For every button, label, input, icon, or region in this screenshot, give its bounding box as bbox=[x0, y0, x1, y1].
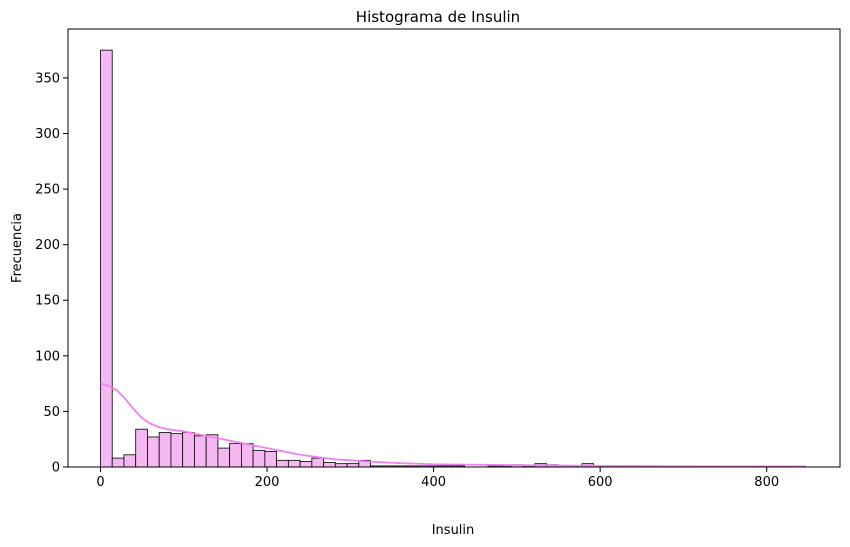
y-tick-label: 0 bbox=[52, 461, 60, 476]
histogram-bar bbox=[276, 459, 289, 468]
histogram-bar bbox=[323, 462, 336, 468]
y-tick-label: 200 bbox=[35, 238, 60, 253]
y-tick-label: 50 bbox=[43, 405, 60, 420]
histogram-bar bbox=[170, 433, 184, 468]
histogram-bar bbox=[264, 451, 278, 468]
histogram-bar bbox=[158, 432, 172, 468]
chart-title: Histograma de Insulin bbox=[356, 8, 520, 26]
x-tick-label: 200 bbox=[255, 475, 280, 490]
histogram-bar bbox=[311, 457, 324, 468]
histogram-bar bbox=[217, 447, 231, 468]
histogram-bar bbox=[111, 457, 125, 468]
y-tick-label: 150 bbox=[35, 294, 60, 309]
x-tick-label: 600 bbox=[588, 475, 613, 490]
y-axis-title: Frecuencia bbox=[10, 213, 25, 283]
histogram-bar bbox=[334, 463, 348, 468]
y-tick-label: 100 bbox=[35, 349, 60, 364]
x-axis-ticks: 0 200 400 600 800 bbox=[96, 467, 779, 490]
y-tick-label: 300 bbox=[35, 127, 60, 142]
histogram-bar bbox=[299, 461, 313, 468]
histogram-bar bbox=[346, 463, 360, 468]
x-tick-label: 400 bbox=[421, 475, 446, 490]
histogram-bar bbox=[147, 436, 160, 468]
kde-line bbox=[100, 382, 806, 468]
histogram-bar bbox=[287, 459, 301, 468]
y-tick-label: 250 bbox=[35, 183, 60, 198]
histogram-bar bbox=[229, 443, 242, 468]
histogram-bar bbox=[100, 49, 113, 468]
y-tick-label: 350 bbox=[35, 71, 60, 86]
histogram-bars bbox=[100, 49, 806, 468]
x-tick-label: 0 bbox=[96, 475, 104, 490]
y-axis-ticks: 0 50 100 150 200 250 300 350 bbox=[35, 71, 68, 476]
histogram-bar bbox=[252, 449, 266, 468]
plot-frame bbox=[67, 28, 841, 468]
histogram-bar bbox=[194, 435, 207, 468]
histogram-bar bbox=[240, 443, 254, 468]
x-tick-label: 800 bbox=[754, 475, 779, 490]
histogram-bar bbox=[205, 434, 219, 468]
x-axis-title: Insulin bbox=[432, 523, 475, 538]
histogram-bar bbox=[135, 428, 148, 468]
histogram-bar bbox=[182, 432, 195, 468]
histogram-bar bbox=[123, 454, 137, 468]
